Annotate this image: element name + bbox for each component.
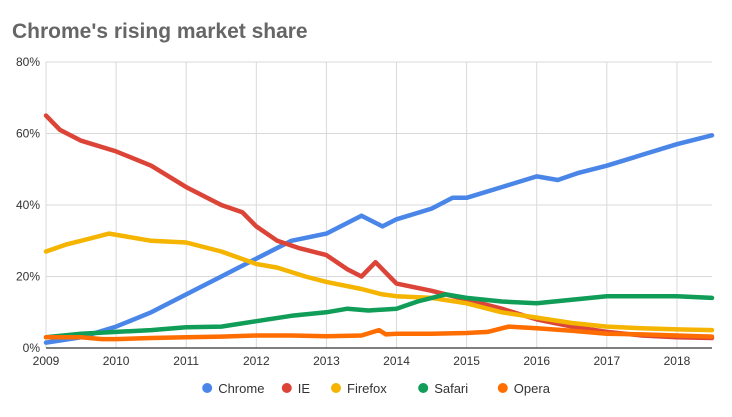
y-tick-label: 40% (16, 198, 40, 212)
legend-swatch-safari (418, 383, 429, 393)
series-line-safari (43, 292, 715, 340)
x-tick-label: 2015 (453, 354, 480, 368)
series-line-chrome (43, 133, 715, 345)
series-line-opera (43, 324, 715, 342)
y-tick-label: 60% (16, 127, 40, 141)
legend-label-ie: IE (298, 381, 311, 396)
x-tick-label: 2014 (383, 354, 410, 368)
x-tick-label: 2013 (313, 354, 340, 368)
x-tick-label: 2010 (103, 354, 130, 368)
y-tick-label: 0% (23, 341, 41, 355)
legend-swatch-ie (281, 383, 292, 393)
legend: Chrome IE Firefox Safari Opera (202, 381, 551, 396)
x-tick-label: 2016 (523, 354, 550, 368)
legend-swatch-firefox (331, 383, 341, 393)
x-tick-label: 2018 (664, 354, 691, 368)
x-tick-label: 2012 (243, 354, 270, 368)
tick-layer: 0% 20% 40% 60% 80% 2009 2010 2011 2012 2013 2014 20… (16, 55, 691, 368)
grid-layer (45, 61, 712, 349)
series-line-firefox (43, 231, 715, 333)
series-line-ie (43, 113, 715, 341)
chart-title: Chrome's rising market share (12, 20, 308, 43)
legend-label-chrome: Chrome (218, 381, 264, 396)
x-tick-label: 2017 (593, 354, 620, 368)
legend-label-firefox: Firefox (347, 381, 387, 396)
series-layer (43, 113, 715, 345)
legend-swatch-chrome (202, 383, 213, 393)
y-tick-label: 80% (16, 55, 40, 69)
x-tick-label: 2009 (33, 354, 60, 368)
x-tick-label: 2011 (173, 354, 199, 368)
legend-swatch-opera (497, 383, 508, 393)
legend-label-opera: Opera (514, 381, 551, 396)
y-tick-label: 20% (16, 270, 40, 284)
legend-label-safari: Safari (434, 381, 468, 396)
